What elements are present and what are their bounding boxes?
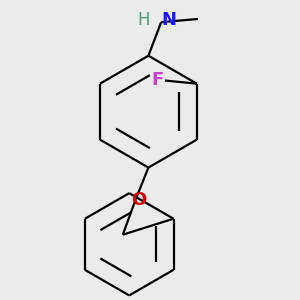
Text: F: F bbox=[152, 71, 164, 89]
Text: H: H bbox=[137, 11, 150, 28]
Text: O: O bbox=[131, 190, 146, 208]
Text: N: N bbox=[162, 11, 177, 28]
